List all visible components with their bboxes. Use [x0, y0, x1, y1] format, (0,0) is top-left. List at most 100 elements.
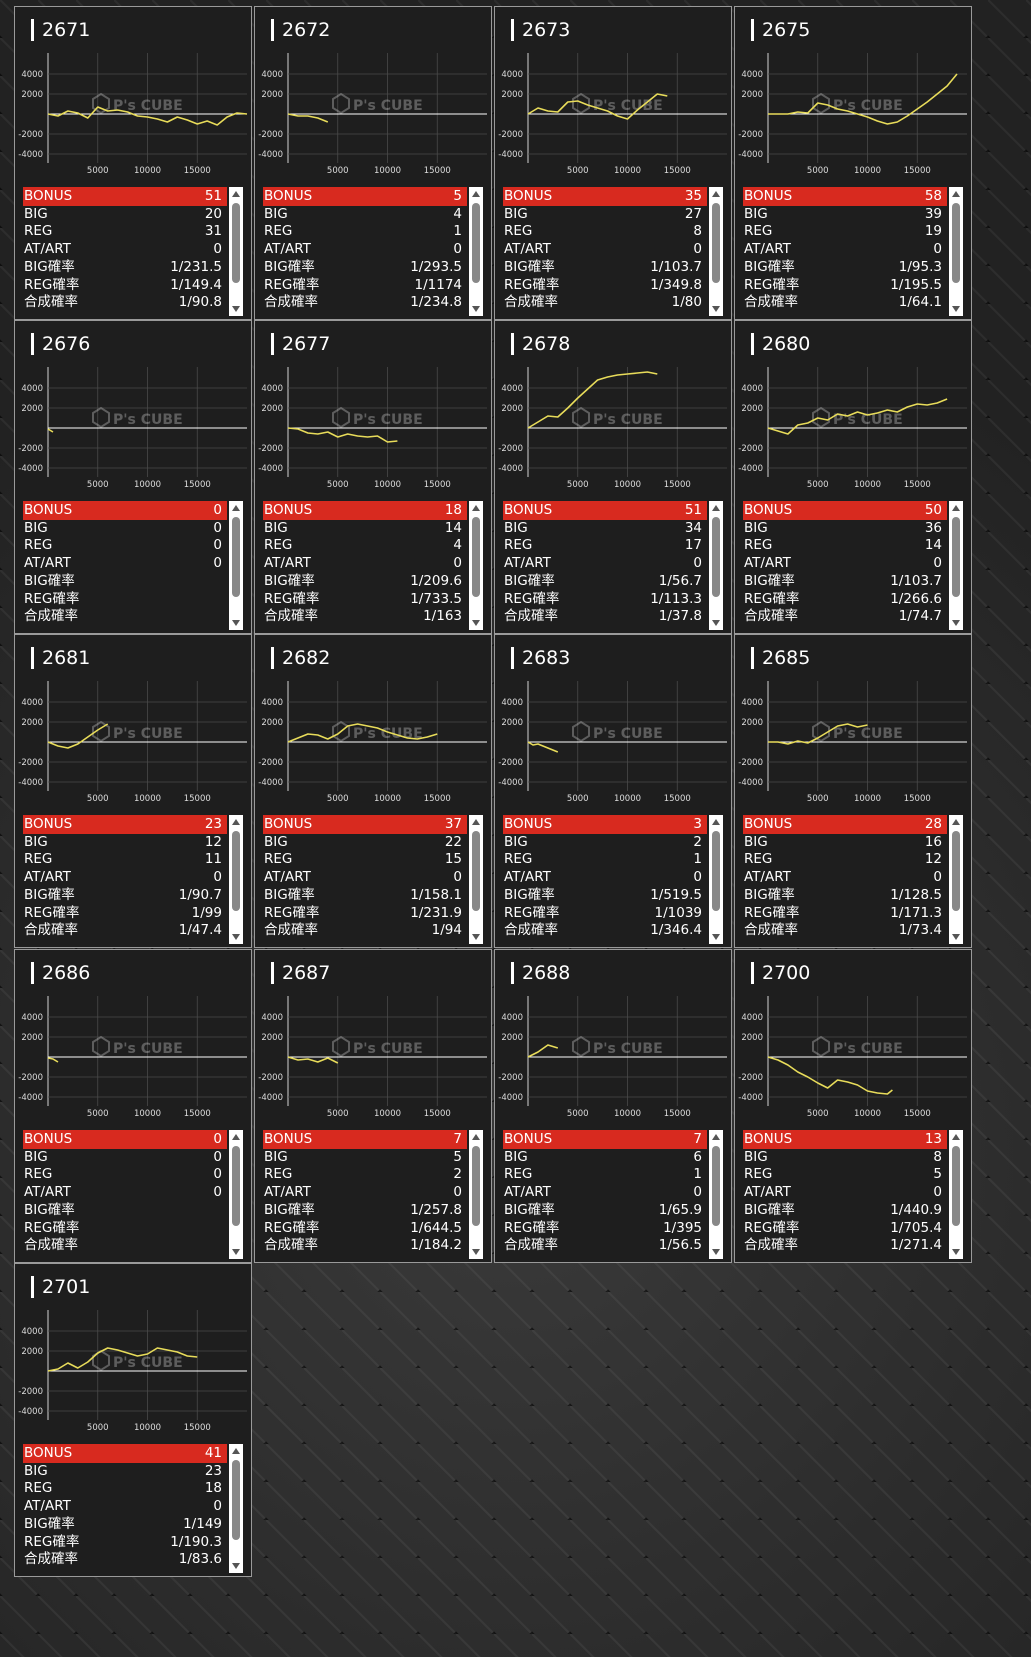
machine-number[interactable]: 2685	[751, 647, 810, 669]
scroll-thumb[interactable]	[952, 517, 960, 597]
stats-list[interactable]: BONUS 23 BIG 12 REG 11 AT/ART 0 BIG確率 1/90.7 REG確率…	[23, 815, 243, 944]
scroll-thumb[interactable]	[712, 517, 720, 597]
scroll-up-arrow-icon[interactable]	[472, 191, 480, 197]
machine-number[interactable]: 2701	[31, 1276, 90, 1298]
stats-scrollbar[interactable]	[469, 187, 483, 316]
machine-card[interactable]: 2685 4000 2000 -2000 -4000 5000 10000 15000 P's …	[734, 634, 972, 948]
machine-number[interactable]: 2678	[511, 333, 570, 355]
scroll-up-arrow-icon[interactable]	[232, 505, 240, 511]
scroll-thumb[interactable]	[952, 203, 960, 283]
scroll-up-arrow-icon[interactable]	[712, 1134, 720, 1140]
stats-list[interactable]: BONUS 5 BIG 4 REG 1 AT/ART 0 BIG確率 1/293.5 REG確率 1/…	[263, 187, 483, 316]
machine-number[interactable]: 2675	[751, 19, 810, 41]
machine-number[interactable]: 2700	[751, 962, 810, 984]
scroll-up-arrow-icon[interactable]	[952, 1134, 960, 1140]
stats-scrollbar[interactable]	[229, 187, 243, 316]
machine-card[interactable]: 2671 4000 2000 -2000 -4000 5000 10000 15000 P's …	[14, 6, 252, 320]
stats-scrollbar[interactable]	[469, 501, 483, 630]
stats-scrollbar[interactable]	[469, 815, 483, 944]
machine-number[interactable]: 2686	[31, 962, 90, 984]
stats-scrollbar[interactable]	[469, 1130, 483, 1259]
scroll-down-arrow-icon[interactable]	[712, 620, 720, 626]
stats-list[interactable]: BONUS 3 BIG 2 REG 1 AT/ART 0 BIG確率 1/519.5 REG確率 1/…	[503, 815, 723, 944]
machine-number[interactable]: 2671	[31, 19, 90, 41]
scroll-up-arrow-icon[interactable]	[952, 191, 960, 197]
machine-card[interactable]: 2681 4000 2000 -2000 -4000 5000 10000 15000 P's …	[14, 634, 252, 948]
machine-card[interactable]: 2683 4000 2000 -2000 -4000 5000 10000 15000 P's …	[494, 634, 732, 948]
machine-card[interactable]: 2680 4000 2000 -2000 -4000 5000 10000 15000 P's …	[734, 320, 972, 634]
machine-number[interactable]: 2677	[271, 333, 330, 355]
machine-number[interactable]: 2683	[511, 647, 570, 669]
machine-number[interactable]: 2681	[31, 647, 90, 669]
scroll-down-arrow-icon[interactable]	[952, 306, 960, 312]
machine-card[interactable]: 2677 4000 2000 -2000 -4000 5000 10000 15000 P's …	[254, 320, 492, 634]
stats-list[interactable]: BONUS 50 BIG 36 REG 14 AT/ART 0 BIG確率 1/103.7 REG確…	[743, 501, 963, 630]
machine-number[interactable]: 2687	[271, 962, 330, 984]
scroll-down-arrow-icon[interactable]	[232, 1249, 240, 1255]
stats-list[interactable]: BONUS 28 BIG 16 REG 12 AT/ART 0 BIG確率 1/128.5 REG確…	[743, 815, 963, 944]
stats-list[interactable]: BONUS 51 BIG 34 REG 17 AT/ART 0 BIG確率 1/56.7 REG確率…	[503, 501, 723, 630]
scroll-thumb[interactable]	[712, 203, 720, 283]
machine-number[interactable]: 2680	[751, 333, 810, 355]
scroll-up-arrow-icon[interactable]	[712, 505, 720, 511]
stats-scrollbar[interactable]	[949, 187, 963, 316]
machine-card[interactable]: 2700 4000 2000 -2000 -4000 5000 10000 15000 P's …	[734, 949, 972, 1263]
stats-list[interactable]: BONUS 7 BIG 5 REG 2 AT/ART 0 BIG確率 1/257.8 REG確率 1/…	[263, 1130, 483, 1259]
stats-list[interactable]: BONUS 41 BIG 23 REG 18 AT/ART 0 BIG確率 1/149 REG確率 1…	[23, 1444, 243, 1573]
scroll-thumb[interactable]	[472, 831, 480, 911]
scroll-thumb[interactable]	[952, 831, 960, 911]
stats-list[interactable]: BONUS 35 BIG 27 REG 8 AT/ART 0 BIG確率 1/103.7 REG確率…	[503, 187, 723, 316]
scroll-thumb[interactable]	[232, 1146, 240, 1226]
machine-card[interactable]: 2682 4000 2000 -2000 -4000 5000 10000 15000 P's …	[254, 634, 492, 948]
scroll-down-arrow-icon[interactable]	[472, 934, 480, 940]
stats-list[interactable]: BONUS 51 BIG 20 REG 31 AT/ART 0 BIG確率 1/231.5 REG確…	[23, 187, 243, 316]
stats-list[interactable]: BONUS 0 BIG 0 REG 0 AT/ART 0 BIG確率 REG確率 合成確率	[23, 501, 243, 630]
scroll-thumb[interactable]	[472, 1146, 480, 1226]
scroll-thumb[interactable]	[232, 517, 240, 597]
stats-list[interactable]: BONUS 0 BIG 0 REG 0 AT/ART 0 BIG確率 REG確率 合成確率	[23, 1130, 243, 1259]
scroll-thumb[interactable]	[712, 1146, 720, 1226]
scroll-up-arrow-icon[interactable]	[712, 191, 720, 197]
machine-card[interactable]: 2688 4000 2000 -2000 -4000 5000 10000 15000 P's …	[494, 949, 732, 1263]
stats-scrollbar[interactable]	[229, 1130, 243, 1259]
machine-number[interactable]: 2673	[511, 19, 570, 41]
stats-list[interactable]: BONUS 58 BIG 39 REG 19 AT/ART 0 BIG確率 1/95.3 REG確率…	[743, 187, 963, 316]
machine-card[interactable]: 2673 4000 2000 -2000 -4000 5000 10000 15000 P's …	[494, 6, 732, 320]
stats-scrollbar[interactable]	[229, 815, 243, 944]
machine-card[interactable]: 2686 4000 2000 -2000 -4000 5000 10000 15000 P's …	[14, 949, 252, 1263]
scroll-up-arrow-icon[interactable]	[472, 505, 480, 511]
scroll-thumb[interactable]	[952, 1146, 960, 1226]
scroll-thumb[interactable]	[472, 517, 480, 597]
scroll-down-arrow-icon[interactable]	[472, 620, 480, 626]
scroll-down-arrow-icon[interactable]	[232, 1563, 240, 1569]
machine-number[interactable]: 2682	[271, 647, 330, 669]
stats-scrollbar[interactable]	[229, 501, 243, 630]
machine-card[interactable]: 2672 4000 2000 -2000 -4000 5000 10000 15000 P's …	[254, 6, 492, 320]
scroll-up-arrow-icon[interactable]	[712, 819, 720, 825]
scroll-up-arrow-icon[interactable]	[472, 1134, 480, 1140]
stats-scrollbar[interactable]	[229, 1444, 243, 1573]
scroll-down-arrow-icon[interactable]	[232, 306, 240, 312]
stats-scrollbar[interactable]	[949, 1130, 963, 1259]
scroll-down-arrow-icon[interactable]	[712, 1249, 720, 1255]
stats-list[interactable]: BONUS 7 BIG 6 REG 1 AT/ART 0 BIG確率 1/65.9 REG確率 1/3…	[503, 1130, 723, 1259]
scroll-up-arrow-icon[interactable]	[232, 1134, 240, 1140]
scroll-thumb[interactable]	[232, 203, 240, 283]
scroll-thumb[interactable]	[472, 203, 480, 283]
scroll-up-arrow-icon[interactable]	[952, 819, 960, 825]
machine-card[interactable]: 2701 4000 2000 -2000 -4000 5000 10000 15000 P's …	[14, 1263, 252, 1577]
machine-number[interactable]: 2688	[511, 962, 570, 984]
scroll-down-arrow-icon[interactable]	[472, 306, 480, 312]
scroll-down-arrow-icon[interactable]	[712, 934, 720, 940]
stats-scrollbar[interactable]	[949, 815, 963, 944]
scroll-down-arrow-icon[interactable]	[952, 620, 960, 626]
machine-card[interactable]: 2687 4000 2000 -2000 -4000 5000 10000 15000 P's …	[254, 949, 492, 1263]
scroll-down-arrow-icon[interactable]	[952, 1249, 960, 1255]
scroll-up-arrow-icon[interactable]	[232, 191, 240, 197]
scroll-down-arrow-icon[interactable]	[232, 934, 240, 940]
scroll-up-arrow-icon[interactable]	[952, 505, 960, 511]
scroll-down-arrow-icon[interactable]	[232, 620, 240, 626]
stats-scrollbar[interactable]	[949, 501, 963, 630]
stats-list[interactable]: BONUS 13 BIG 8 REG 5 AT/ART 0 BIG確率 1/440.9 REG確率 1…	[743, 1130, 963, 1259]
scroll-down-arrow-icon[interactable]	[472, 1249, 480, 1255]
